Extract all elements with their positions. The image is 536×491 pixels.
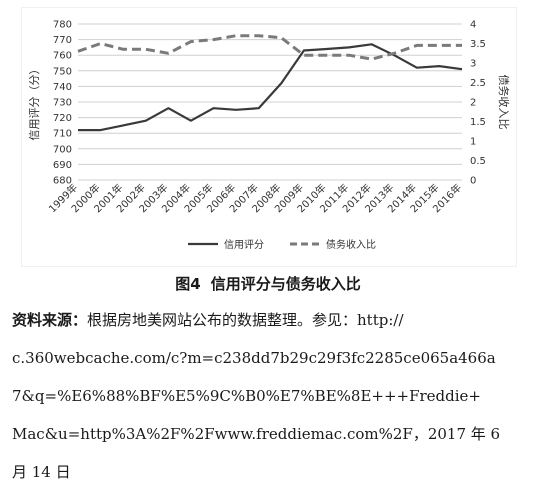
source-label: 资料来源：	[12, 311, 88, 329]
source-line-5: 月 14 日	[12, 463, 71, 481]
figure-caption: 图4 信用评分与债务收入比	[0, 273, 536, 294]
source-line-3: 7&q=%E6%88%BF%E5%9C%B0%E7%BE%8E+++Freddi…	[12, 387, 481, 405]
left-tick-label: 680	[53, 176, 72, 187]
dti-series-line	[77, 34, 462, 61]
legend-label-credit-score: 信用评分	[224, 239, 264, 251]
source-note: 资料来源：根据房地美网站公布的数据整理。参见：http:// c.360webc…	[12, 301, 526, 491]
left-tick-label: 710	[53, 129, 72, 140]
left-tick-label: 690	[53, 160, 72, 171]
source-line-2: c.360webcache.com/c?m=c238dd7b29c29f3fc2…	[12, 349, 496, 367]
right-tick-label: 4	[470, 20, 476, 31]
left-tick-label: 700	[53, 144, 72, 155]
right-tick-label: 1	[470, 137, 476, 148]
left-tick-label: 740	[53, 82, 72, 93]
chart-legend: 信用评分 债务收入比	[188, 238, 376, 251]
left-tick-label: 750	[53, 66, 72, 77]
right-tick-label: 2	[470, 98, 476, 109]
left-tick-label: 720	[53, 113, 72, 124]
line-chart: 680 690 700 710 720 730 740 750 760 770 780 0 0.5 1 1…	[28, 20, 511, 252]
source-line-1: 资料来源：根据房地美网站公布的数据整理。参见：http://	[12, 301, 526, 339]
figure-number: 图4	[175, 275, 201, 293]
legend-label-dti: 债务收入比	[326, 238, 376, 251]
right-tick-label: 0.5	[470, 156, 486, 167]
right-axis-title: 债务收入比	[497, 75, 511, 130]
right-tick-label: 2.5	[470, 78, 486, 89]
right-tick-label: 3.5	[470, 39, 486, 50]
credit-score-series-line	[78, 43, 463, 132]
right-tick-label: 0	[470, 176, 476, 187]
figure-title: 信用评分与债务收入比	[210, 275, 361, 293]
right-tick-label: 1.5	[470, 117, 486, 128]
chart-container: 680 690 700 710 720 730 740 750 760 770 780 0 0.5 1 1…	[22, 8, 516, 266]
left-tick-label: 780	[53, 20, 72, 31]
source-text-1: 根据房地美网站公布的数据整理。参见：http://	[87, 311, 404, 329]
left-tick-label: 730	[53, 98, 72, 109]
left-tick-label: 760	[53, 51, 72, 62]
left-axis-title: 信用评分（分）	[28, 64, 41, 141]
left-tick-label: 770	[53, 35, 72, 46]
right-tick-label: 3	[470, 59, 476, 70]
source-line-4: Mac&u=http%3A%2F%2Fwww.freddiemac.com%2F…	[12, 425, 501, 443]
